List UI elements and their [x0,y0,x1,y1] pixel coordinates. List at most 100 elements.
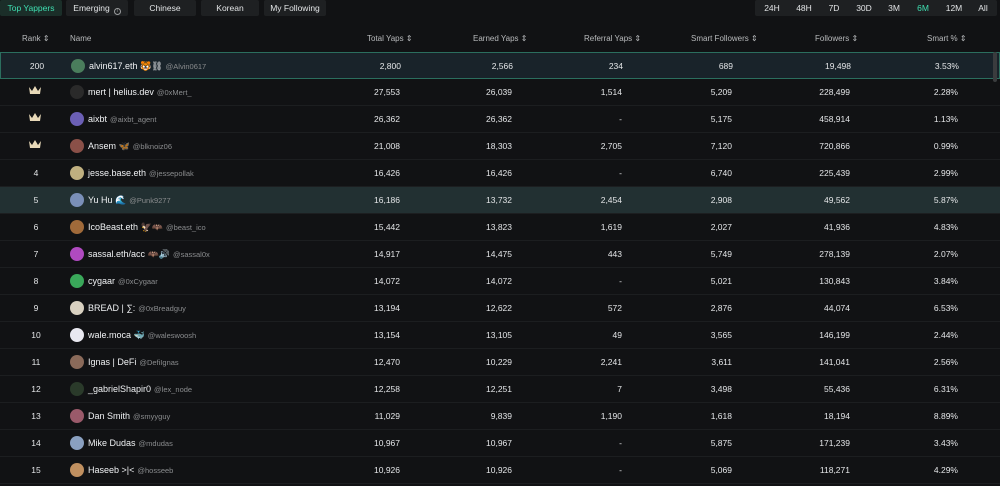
display-name[interactable]: IcoBeast.eth 🦅🦇 [88,222,163,232]
name-cell[interactable]: Mike Dudas @mdudas [70,430,330,456]
handle[interactable]: @blknoiz06 [132,142,173,151]
handle[interactable]: @0xMert_ [156,88,192,97]
table-row[interactable]: 5 Yu Hu 🌊 @Punk9277 16,186 13,732 2,454 2,908 4… [0,187,1000,214]
sort-icon[interactable]: ⇕ [405,34,413,43]
display-name[interactable]: cygaar [88,276,116,286]
display-name[interactable]: Dan Smith [88,411,131,421]
name-cell[interactable]: IcoBeast.eth 🦅🦇 @beast_ico [70,214,330,240]
display-name[interactable]: BREAD | ∑: [88,303,136,313]
name-cell[interactable]: sassal.eth/acc 🦇🔊 @sassal0x [70,241,330,267]
tab-emerging[interactable]: Emerging i [66,0,128,16]
handle[interactable]: @Punk9277 [129,196,171,205]
header-rank[interactable]: Rank ⇕ [22,34,50,43]
scrollbar[interactable] [993,52,997,82]
sort-icon[interactable]: ⇕ [959,34,967,43]
avatar[interactable] [70,220,84,234]
timeframe-12m[interactable]: 12M [945,3,963,13]
table-row[interactable]: 11 Ignas | DeFi @DefiIgnas 12,470 10,229 2,24… [0,349,1000,376]
name-cell[interactable]: _gabrielShapir0 @lex_node [70,376,330,402]
avatar[interactable] [70,328,84,342]
header-referral-yaps[interactable]: Referral Yaps ⇕ [584,34,642,43]
header-smart-pct[interactable]: Smart % ⇕ [927,34,967,43]
name-cell[interactable]: Ignas | DeFi @DefiIgnas [70,349,330,375]
avatar[interactable] [70,409,84,423]
timeframe-7d[interactable]: 7D [828,3,840,13]
header-smart-followers[interactable]: Smart Followers ⇕ [691,34,758,43]
timeframe-24h[interactable]: 24H [764,3,780,13]
avatar[interactable] [70,139,84,153]
handle[interactable]: @waleswoosh [147,331,197,340]
display-name[interactable]: Ignas | DeFi [88,357,137,367]
name-cell[interactable]: mert | helius.dev @0xMert_ [70,79,330,105]
handle[interactable]: @jessepollak [149,169,194,178]
handle[interactable]: @lex_node [154,385,193,394]
tab-my-following[interactable]: My Following [264,0,326,16]
handle[interactable]: @smyyguy [133,412,171,421]
table-row[interactable]: 8 cygaar @0xCygaar 14,072 14,072 - 5,021 130,84… [0,268,1000,295]
avatar[interactable] [70,382,84,396]
handle[interactable]: @0xCygaar [118,277,158,286]
avatar[interactable] [71,59,85,73]
name-cell[interactable]: Ansem 🦋 @blknoiz06 [70,133,330,159]
table-row[interactable]: 13 Dan Smith @smyyguy 11,029 9,839 1,190 1,618… [0,403,1000,430]
handle[interactable]: @hosseeb [137,466,174,475]
display-name[interactable]: mert | helius.dev [88,87,154,97]
handle[interactable]: @Alvin0617 [165,62,207,71]
display-name[interactable]: sassal.eth/acc 🦇🔊 [88,249,170,259]
avatar[interactable] [70,112,84,126]
timeframe-48h[interactable]: 48H [796,3,812,13]
timeframe-all[interactable]: All [978,3,988,13]
table-row[interactable]: 14 Mike Dudas @mdudas 10,967 10,967 - 5,875 171… [0,430,1000,457]
table-row[interactable]: Ansem 🦋 @blknoiz06 21,008 18,303 2,705 7,120 7… [0,133,1000,160]
display-name[interactable]: jesse.base.eth [88,168,147,178]
handle[interactable]: @beast_ico [165,223,206,232]
name-cell[interactable]: Dan Smith @smyyguy [70,403,330,429]
avatar[interactable] [70,355,84,369]
avatar[interactable] [70,301,84,315]
table-row[interactable]: 12 _gabrielShapir0 @lex_node 12,258 12,251 7 3… [0,376,1000,403]
name-cell[interactable]: wale.moca 🐳 @waleswoosh [70,322,330,348]
avatar[interactable] [70,274,84,288]
sort-icon[interactable]: ⇕ [634,34,642,43]
avatar[interactable] [70,463,84,477]
display-name[interactable]: Haseeb >|< [88,465,135,475]
display-name[interactable]: Ansem 🦋 [88,141,130,151]
tab-korean[interactable]: Korean [201,0,259,16]
table-row[interactable]: aixbt @aixbt_agent 26,362 26,362 - 5,175 458,9… [0,106,1000,133]
display-name[interactable]: Yu Hu 🌊 [88,195,127,205]
table-row[interactable]: 200 alvin617.eth 🐯⛓ @Alvin0617 2,800 2,566 23… [0,52,1000,79]
name-cell[interactable]: alvin617.eth 🐯⛓ @Alvin0617 [71,53,331,79]
table-row[interactable]: 15 Haseeb >|< @hosseeb 10,926 10,926 - 5,069 11… [0,457,1000,484]
name-cell[interactable]: Yu Hu 🌊 @Punk9277 [70,187,330,213]
avatar[interactable] [70,85,84,99]
name-cell[interactable]: cygaar @0xCygaar [70,268,330,294]
table-row[interactable]: 7 sassal.eth/acc 🦇🔊 @sassal0x 14,917 14,475 4… [0,241,1000,268]
table-row[interactable]: 9 BREAD | ∑: @0xBreadguy 13,194 12,622 572 2,8… [0,295,1000,322]
table-row[interactable]: mert | helius.dev @0xMert_ 27,553 26,039 1,5… [0,79,1000,106]
header-earned-yaps[interactable]: Earned Yaps ⇕ [473,34,528,43]
name-cell[interactable]: BREAD | ∑: @0xBreadguy [70,295,330,321]
name-cell[interactable]: jesse.base.eth @jessepollak [70,160,330,186]
table-row[interactable]: 6 IcoBeast.eth 🦅🦇 @beast_ico 15,442 13,823 1,… [0,214,1000,241]
handle[interactable]: @aixbt_agent [110,115,157,124]
header-total-yaps[interactable]: Total Yaps ⇕ [367,34,413,43]
avatar[interactable] [70,247,84,261]
table-row[interactable]: 4 jesse.base.eth @jessepollak 16,426 16,426 -… [0,160,1000,187]
avatar[interactable] [70,166,84,180]
info-icon[interactable]: i [113,8,121,15]
timeframe-30d[interactable]: 30D [856,3,872,13]
handle[interactable]: @DefiIgnas [139,358,179,367]
timeframe-6m[interactable]: 6M [917,3,929,13]
display-name[interactable]: aixbt [88,114,108,124]
tab-chinese[interactable]: Chinese [134,0,196,16]
sort-icon[interactable]: ⇕ [42,34,50,43]
avatar[interactable] [70,193,84,207]
timeframe-3m[interactable]: 3M [888,3,900,13]
handle[interactable]: @sassal0x [172,250,210,259]
header-followers[interactable]: Followers ⇕ [815,34,859,43]
handle[interactable]: @0xBreadguy [138,304,186,313]
display-name[interactable]: Mike Dudas [88,438,136,448]
name-cell[interactable]: aixbt @aixbt_agent [70,106,330,132]
display-name[interactable]: wale.moca 🐳 [88,330,145,340]
avatar[interactable] [70,436,84,450]
